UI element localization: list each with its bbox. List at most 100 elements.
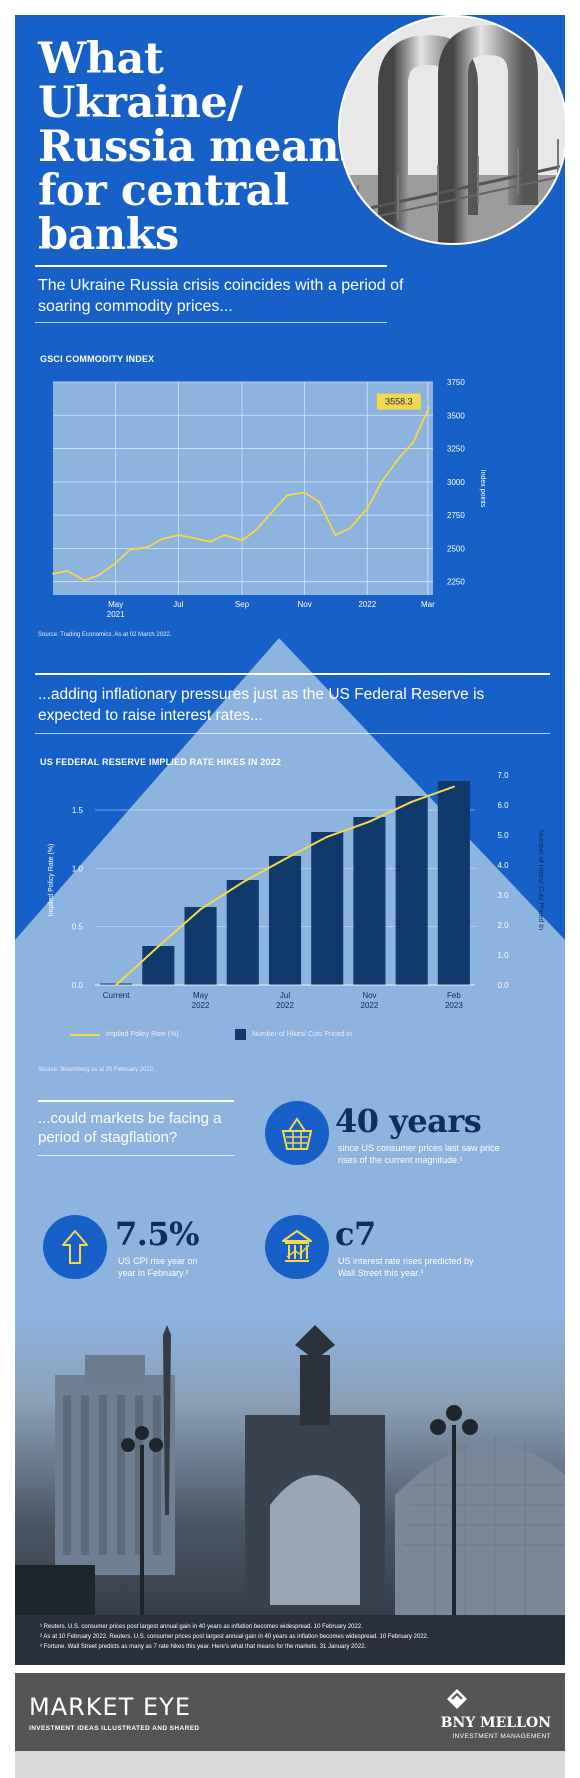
fed-y-left-tick-label: 1.0 [72, 864, 84, 873]
gsci-data-point [177, 534, 180, 536]
page-title: What Ukraine/ Russia means for central b… [38, 34, 363, 260]
section2-text: ...adding inflationary pressures just as… [38, 686, 485, 724]
divider [38, 1155, 234, 1156]
fed-x-tick-label: May [193, 991, 208, 1000]
fed-y-right-tick-label: 7.0 [497, 771, 509, 780]
gsci-data-point [114, 562, 117, 564]
fed-bar [353, 817, 386, 985]
gsci-x-tick-label: May [108, 600, 123, 609]
gsci-source: Source: Trading Economics. As at 02 Marc… [38, 632, 172, 638]
gsci-x-tick-label: Mar [421, 600, 435, 609]
gsci-data-point [427, 406, 430, 409]
fed-bar [226, 880, 259, 985]
fed-policy-rate-point [368, 820, 371, 823]
fed-bar [268, 856, 302, 985]
legend-line-swatch [70, 1033, 100, 1036]
gsci-data-point [66, 570, 69, 572]
gsci-y-tick-label: 2250 [447, 578, 465, 587]
fed-x-tick-label: Jul [280, 991, 290, 1000]
gsci-plot-area [53, 382, 433, 595]
divider [35, 673, 550, 675]
divider [38, 1100, 234, 1102]
arrow-up-icon [43, 1215, 107, 1279]
fed-policy-rate-point [326, 835, 329, 838]
basket-icon [265, 1101, 329, 1165]
gsci-data-point [160, 538, 163, 540]
fed-y-right-tick-label: 4.0 [497, 861, 509, 870]
fed-chart: 0.0 0.5 1.0 1.5 0.0 1.0 2.0 3.0 4.0 5.0 6.0 7.0 Impl… [48, 771, 544, 1010]
stat-cpi-label: US CPI rise year on year in February.² [118, 1256, 198, 1278]
fed-policy-rate-point [115, 984, 118, 986]
legend-hikes: Number of Hikes/ Cuts Priced In [235, 1029, 352, 1040]
gsci-data-point [286, 494, 289, 497]
gsci-callout-box [376, 393, 421, 410]
fed-y-right-tick-label: 6.0 [497, 801, 509, 810]
bny-mellon-name: BNY MELLON [440, 1715, 551, 1731]
divider [35, 733, 550, 734]
bank-icon [265, 1215, 329, 1279]
fed-policy-rate-point [284, 858, 286, 860]
footer-strip [15, 1751, 565, 1778]
fed-x-tick-label-year: 2022 [192, 1001, 210, 1010]
market-eye-logo: MARKET EYE [29, 1693, 191, 1721]
fed-bar [142, 946, 175, 985]
gsci-y-tick-label: 3500 [447, 411, 465, 420]
gsci-data-point [129, 548, 131, 551]
fed-policy-rate-point [241, 881, 244, 884]
fed-y-right-tick-label: 0.0 [497, 981, 509, 990]
gsci-data-point [98, 574, 101, 576]
footnotes: ¹ Reuters. U.S. consumer prices post lar… [40, 1622, 429, 1652]
gsci-y-tick-label: 2750 [447, 511, 465, 520]
gsci-y-axis-label: Index points [479, 470, 486, 508]
gsci-data-point [146, 546, 149, 548]
footnote-1: ¹ Reuters. U.S. consumer prices post lar… [40, 1624, 363, 1630]
gsci-data-point [209, 540, 212, 543]
pipeline-photo [338, 15, 565, 245]
fed-y-left-axis-label: Implied Policy Rate (%) [48, 844, 55, 917]
fed-y-right-tick-label: 3.0 [497, 891, 509, 900]
stat-hikes-value: c7 [335, 1215, 376, 1253]
gsci-data-point [334, 534, 337, 536]
fed-y-right-tick-label: 1.0 [497, 951, 509, 960]
gsci-x-tick-label: Jul [173, 600, 183, 609]
gsci-data-point [348, 527, 351, 530]
kyiv-square-photo [15, 1315, 565, 1665]
fed-x-tick-label: Current [103, 991, 130, 1000]
fed-policy-rate-point [157, 945, 160, 948]
gsci-data-point [318, 500, 320, 503]
fed-x-tick-label: Nov [362, 991, 376, 1000]
fed-x-tick-label-year: 2022 [361, 1001, 379, 1010]
stat-40-years-label: since US consumer prices last saw price … [338, 1143, 500, 1165]
bny-mellon-logo-icon [447, 1689, 467, 1709]
gsci-data-point [255, 528, 258, 531]
gsci-chart-title: GSCI COMMODITY INDEX [40, 354, 155, 364]
legend-bar-swatch [235, 1029, 246, 1040]
legend-hikes-label: Number of Hikes/ Cuts Priced In [252, 1031, 352, 1038]
stat-40-years-value: 40 years [335, 1102, 482, 1140]
fed-source: Source: Bloomberg as at 25 February 2022… [38, 1067, 155, 1073]
gsci-data-point [366, 507, 369, 510]
fed-chart-title: US FEDERAL RESERVE IMPLIED RATE HIKES IN… [40, 757, 282, 767]
gsci-data-point [241, 539, 243, 542]
gsci-data-point [83, 579, 86, 582]
fed-y-left-tick-label: 0.0 [72, 981, 84, 990]
gsci-x-tick-label-year: 2021 [107, 610, 125, 619]
stat-hikes-label: US interest rate rises predicted by Wall… [338, 1256, 474, 1278]
gsci-y-tick-label: 3000 [447, 478, 465, 487]
market-eye-tagline: INVESTMENT IDEAS ILLUSTRATED AND SHARED [29, 1725, 200, 1732]
fed-bar [395, 796, 428, 985]
gsci-y-tick-label: 2500 [447, 544, 465, 553]
fed-policy-rate-point [452, 785, 455, 788]
footnote-3: ³ Fortune. Wall Street predicts as many … [40, 1644, 367, 1650]
intro-text: The Ukraine Russia crisis coincides with… [38, 277, 404, 315]
fed-y-right-axis-label: Number of Hikes/ Cuts Priced In [537, 830, 544, 930]
gsci-data-point [52, 572, 54, 575]
fed-x-tick-label-year: 2023 [445, 1001, 463, 1010]
gsci-data-point [191, 536, 194, 539]
gsci-x-tick-label: 2022 [358, 600, 376, 609]
gsci-data-point [303, 491, 306, 494]
fed-policy-rate-point [199, 908, 202, 911]
fed-x-tick-label: Feb [447, 991, 461, 1000]
fed-bar [437, 781, 470, 985]
